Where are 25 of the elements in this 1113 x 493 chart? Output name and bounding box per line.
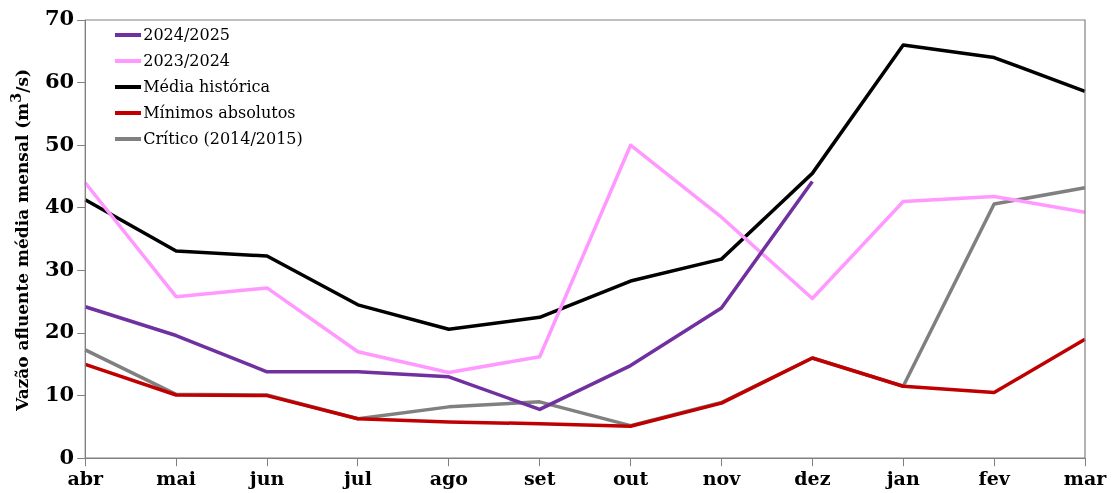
legend-label: 2024/2025 [143,24,231,46]
y-tick-label: 20 [44,318,75,344]
legend-label: Crítico (2014/2015) [143,128,303,150]
x-tick-label: jun [247,466,285,489]
y-tick-label: 10 [44,381,75,407]
x-tick-label: ago [429,466,468,489]
x-tick-label: abr [67,466,105,489]
legend-label: Média histórica [143,76,271,98]
y-tick-label: 50 [44,130,75,156]
y-tick-label: 60 [44,68,75,94]
x-tick-label: set [523,466,556,489]
x-tick-label: jan [884,466,920,489]
x-tick-label: fev [978,466,1011,489]
y-tick-label: 0 [59,443,75,469]
y-tick-label: 30 [44,255,75,281]
y-tick-label: 70 [44,5,75,31]
x-tick-label: dez [794,466,831,489]
x-tick-label: jul [341,466,372,489]
x-tick-label: out [612,466,649,489]
x-tick-label: mar [1063,466,1108,489]
y-tick-label: 40 [44,193,75,219]
legend-label: Mínimos absolutos [143,102,296,124]
legend-label: 2023/2024 [143,50,231,72]
x-tick-label: nov [702,466,742,489]
x-tick-label: mai [156,466,196,489]
